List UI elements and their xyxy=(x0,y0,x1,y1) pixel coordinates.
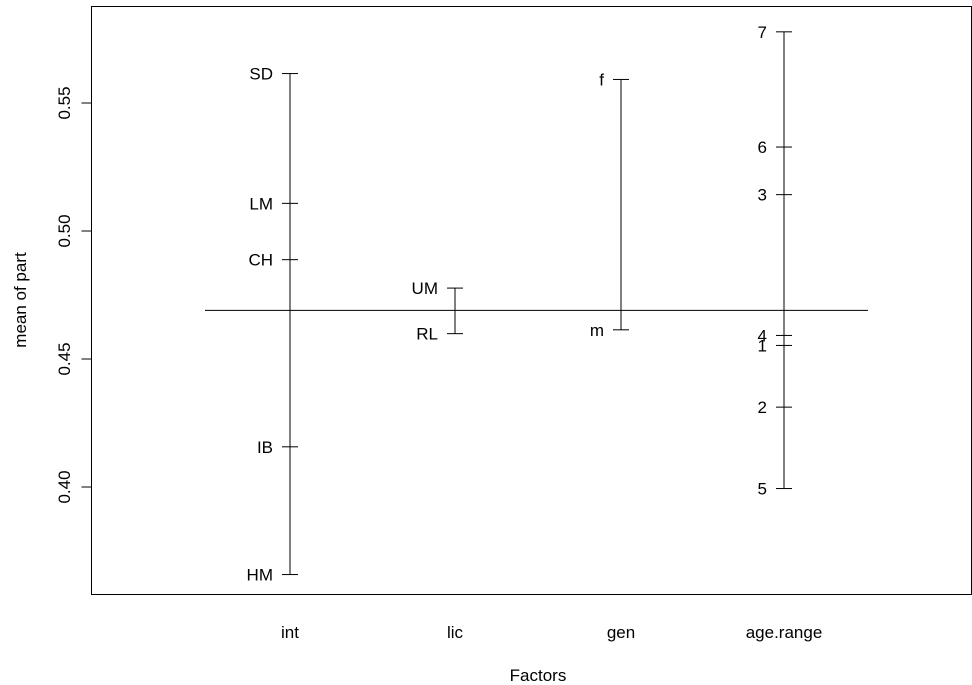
level-label: 2 xyxy=(758,398,767,417)
level-label: 5 xyxy=(758,480,767,499)
y-axis-title: mean of part xyxy=(11,252,30,348)
level-label: m xyxy=(590,321,604,340)
level-label: 4 xyxy=(758,326,767,345)
level-label: CH xyxy=(248,251,273,270)
level-label: 7 xyxy=(758,23,767,42)
x-category-label: gen xyxy=(607,623,635,642)
level-label: 1 xyxy=(758,336,767,355)
x-axis-title: Factors xyxy=(510,666,567,685)
x-category-label: age.range xyxy=(746,623,823,642)
y-tick-label: 0.40 xyxy=(55,470,74,503)
plot-frame xyxy=(91,6,972,595)
y-axis: 0.40 0.45 0.50 0.55 xyxy=(55,86,92,504)
y-tick-label: 0.50 xyxy=(55,214,74,247)
level-label: RL xyxy=(416,325,438,344)
x-category-label: int xyxy=(281,623,299,642)
level-label: LM xyxy=(249,194,273,213)
level-label: UM xyxy=(412,279,438,298)
level-label: HM xyxy=(247,566,273,585)
plot-marks: SD LM CH IB HM UM RL f m 7 6 3 41 2 5 xyxy=(205,23,868,585)
y-tick-label: 0.55 xyxy=(55,86,74,119)
y-tick-label: 0.45 xyxy=(55,342,74,375)
level-label: IB xyxy=(257,438,273,457)
x-axis: int lic gen age.range xyxy=(281,623,822,642)
level-label: SD xyxy=(249,65,273,84)
level-label: 6 xyxy=(758,138,767,157)
x-category-label: lic xyxy=(447,623,464,642)
level-label: f xyxy=(599,70,604,89)
level-label: 3 xyxy=(758,186,767,205)
